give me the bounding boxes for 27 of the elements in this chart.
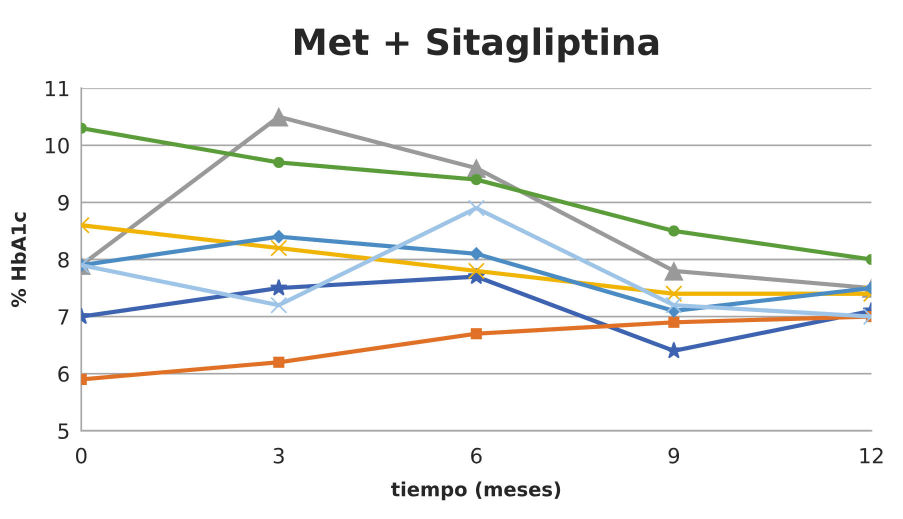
point [270,240,288,257]
point [469,246,484,261]
x-tick-label: 0 [76,448,87,464]
y-tick-label: 5 [58,423,68,439]
point [468,262,485,280]
point [468,200,485,217]
point [270,296,288,314]
y-tick-label: 6 [58,366,69,382]
point [470,174,482,186]
x-tick-label: 12 [860,448,883,464]
point [273,156,284,168]
y-tick-label: 11 [46,80,68,96]
point [269,107,289,126]
point [273,356,284,368]
chart-title: Met + Sitagliptina [295,27,658,63]
y-tick-label: 8 [58,252,69,268]
x-axis-title: tiempo (meses) [391,481,560,500]
x-tick-label: 3 [274,448,284,464]
y-tick-label: 7 [58,309,68,325]
point [470,328,482,340]
y-tick-label: 10 [46,138,69,154]
point [272,230,286,244]
y-tick-label: 9 [58,194,69,211]
x-tick-label: 6 [471,448,482,464]
y-axis-title: % HbA1c [10,212,26,308]
x-tick-label: 9 [668,448,680,464]
point [270,278,288,296]
